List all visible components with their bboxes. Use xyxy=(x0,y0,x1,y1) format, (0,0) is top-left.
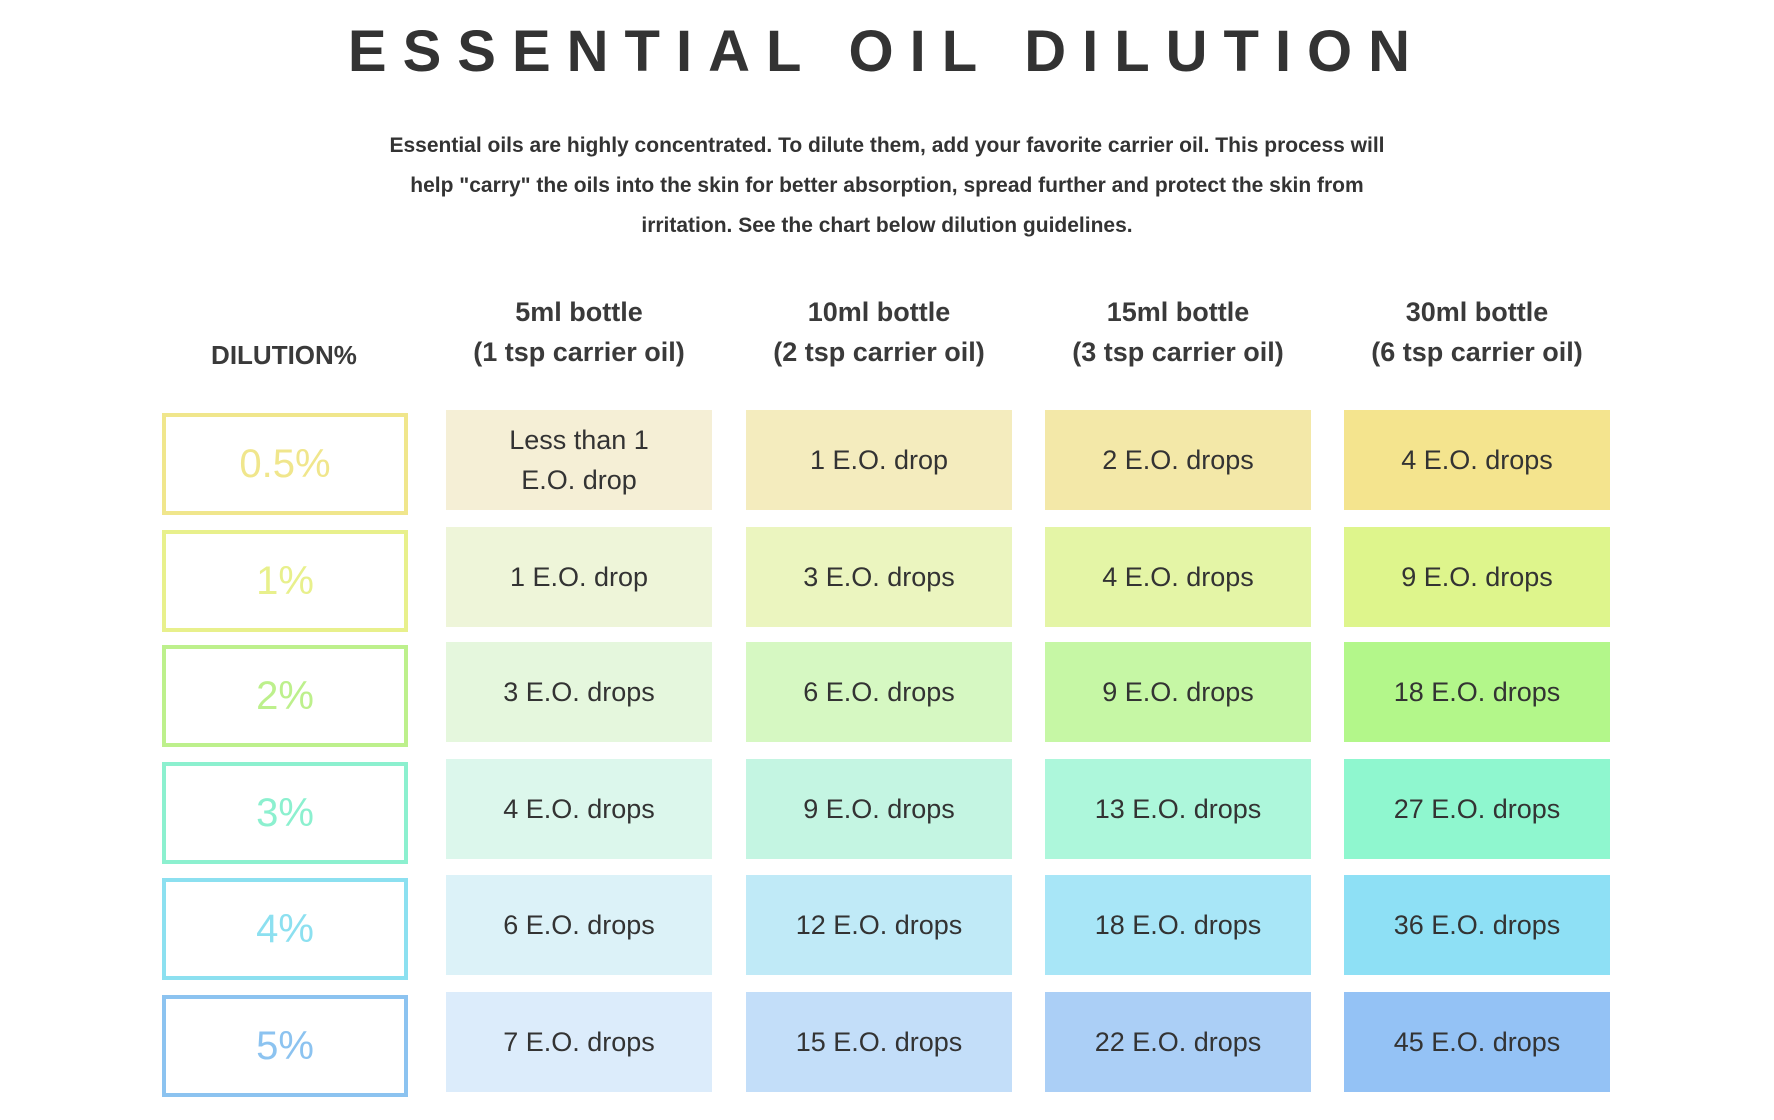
dilution-percent-label: 1% xyxy=(162,530,408,632)
dilution-cell: 6 E.O. drops xyxy=(446,875,712,975)
dilution-cell: Less than 1 E.O. drop xyxy=(446,410,712,510)
dilution-percent-label: 2% xyxy=(162,645,408,747)
dilution-percent-label: 4% xyxy=(162,878,408,980)
dilution-cell: 13 E.O. drops xyxy=(1045,759,1311,859)
column-header-line2: (1 tsp carrier oil) xyxy=(473,337,685,367)
column-header-line2: (6 tsp carrier oil) xyxy=(1371,337,1583,367)
dilution-cell: 4 E.O. drops xyxy=(1045,527,1311,627)
column-header-30ml: 30ml bottle (6 tsp carrier oil) xyxy=(1344,292,1610,372)
dilution-cell: 7 E.O. drops xyxy=(446,992,712,1092)
page-title: ESSENTIAL OIL DILUTION xyxy=(347,19,1427,84)
dilution-cell: 1 E.O. drop xyxy=(746,410,1012,510)
dilution-cell: 22 E.O. drops xyxy=(1045,992,1311,1092)
dilution-percent-label: 3% xyxy=(162,762,408,864)
dilution-cell: 12 E.O. drops xyxy=(746,875,1012,975)
column-header-line1: 30ml bottle xyxy=(1405,297,1549,327)
dilution-cell: 9 E.O. drops xyxy=(746,759,1012,859)
dilution-cell: 9 E.O. drops xyxy=(1045,642,1311,742)
column-header-line1: 10ml bottle xyxy=(807,297,951,327)
dilution-percent-label: 0.5% xyxy=(162,413,408,515)
column-header-line2: (2 tsp carrier oil) xyxy=(773,337,985,367)
dilution-cell: 3 E.O. drops xyxy=(446,642,712,742)
dilution-cell: 45 E.O. drops xyxy=(1344,992,1610,1092)
intro-paragraph: Essential oils are highly concentrated. … xyxy=(389,134,1385,237)
dilution-cell: 27 E.O. drops xyxy=(1344,759,1610,859)
column-header-5ml: 5ml bottle (1 tsp carrier oil) xyxy=(446,292,712,372)
dilution-cell: 9 E.O. drops xyxy=(1344,527,1610,627)
dilution-cell: 18 E.O. drops xyxy=(1045,875,1311,975)
dilution-cell: 18 E.O. drops xyxy=(1344,642,1610,742)
dilution-cell: 15 E.O. drops xyxy=(746,992,1012,1092)
dilution-cell: 2 E.O. drops xyxy=(1045,410,1311,510)
dilution-percent-label: 5% xyxy=(162,995,408,1097)
column-header-line1: 15ml bottle xyxy=(1106,297,1250,327)
column-header-10ml: 10ml bottle (2 tsp carrier oil) xyxy=(746,292,1012,372)
dilution-cell: 4 E.O. drops xyxy=(446,759,712,859)
dilution-cell: 36 E.O. drops xyxy=(1344,875,1610,975)
column-header-line1: 5ml bottle xyxy=(515,297,643,327)
dilution-cell: 6 E.O. drops xyxy=(746,642,1012,742)
dilution-cell: 3 E.O. drops xyxy=(746,527,1012,627)
column-header-line2: (3 tsp carrier oil) xyxy=(1072,337,1284,367)
dilution-cell: 4 E.O. drops xyxy=(1344,410,1610,510)
dilution-cell: 1 E.O. drop xyxy=(446,527,712,627)
column-header-15ml: 15ml bottle (3 tsp carrier oil) xyxy=(1045,292,1311,372)
dilution-column-header: DILUTION% xyxy=(211,340,357,370)
